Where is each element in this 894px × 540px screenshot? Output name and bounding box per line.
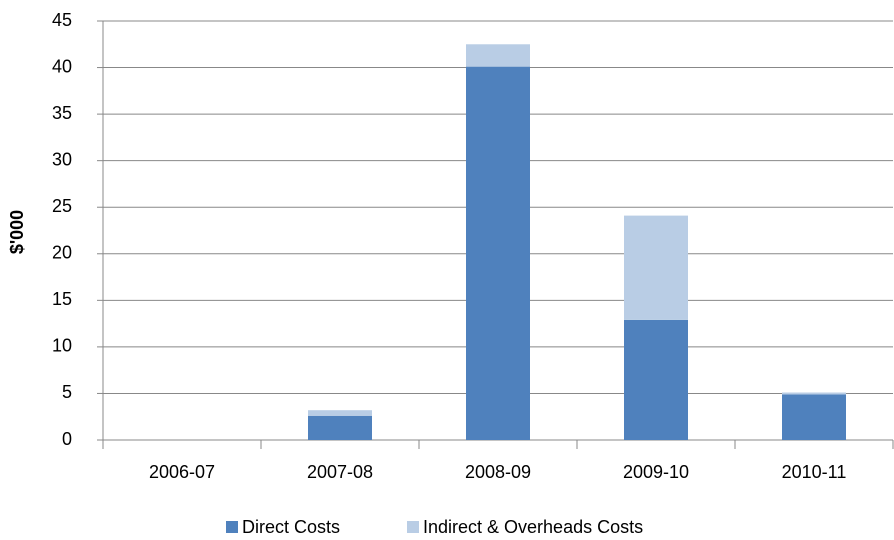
legend-swatch (407, 521, 419, 533)
y-tick-label: 5 (62, 382, 72, 402)
bar-segment (308, 415, 372, 440)
bar-segment (466, 44, 530, 67)
bar-segment (624, 319, 688, 440)
y-tick-label: 25 (52, 196, 72, 216)
bar-segment (782, 392, 846, 395)
legend-swatch (226, 521, 238, 533)
x-tick-label: 2007-08 (307, 462, 373, 482)
y-axis-label: $'000 (7, 210, 27, 254)
bar-segment (624, 215, 688, 320)
y-tick-label: 15 (52, 289, 72, 309)
y-tick-label: 0 (62, 429, 72, 449)
x-tick-label: 2009-10 (623, 462, 689, 482)
bar-segment (782, 394, 846, 440)
y-tick-label: 35 (52, 103, 72, 123)
legend-label: Direct Costs (242, 517, 340, 537)
y-tick-label: 20 (52, 243, 72, 263)
x-tick-label: 2008-09 (465, 462, 531, 482)
y-tick-label: 40 (52, 56, 72, 76)
legend-label: Indirect & Overheads Costs (423, 517, 643, 537)
x-tick-label: 2006-07 (149, 462, 215, 482)
y-tick-label: 30 (52, 149, 72, 169)
y-tick-label: 10 (52, 336, 72, 356)
bar-segment (308, 410, 372, 416)
y-tick-label: 45 (52, 10, 72, 30)
x-tick-label: 2010-11 (782, 462, 847, 482)
bar-segment (466, 66, 530, 440)
